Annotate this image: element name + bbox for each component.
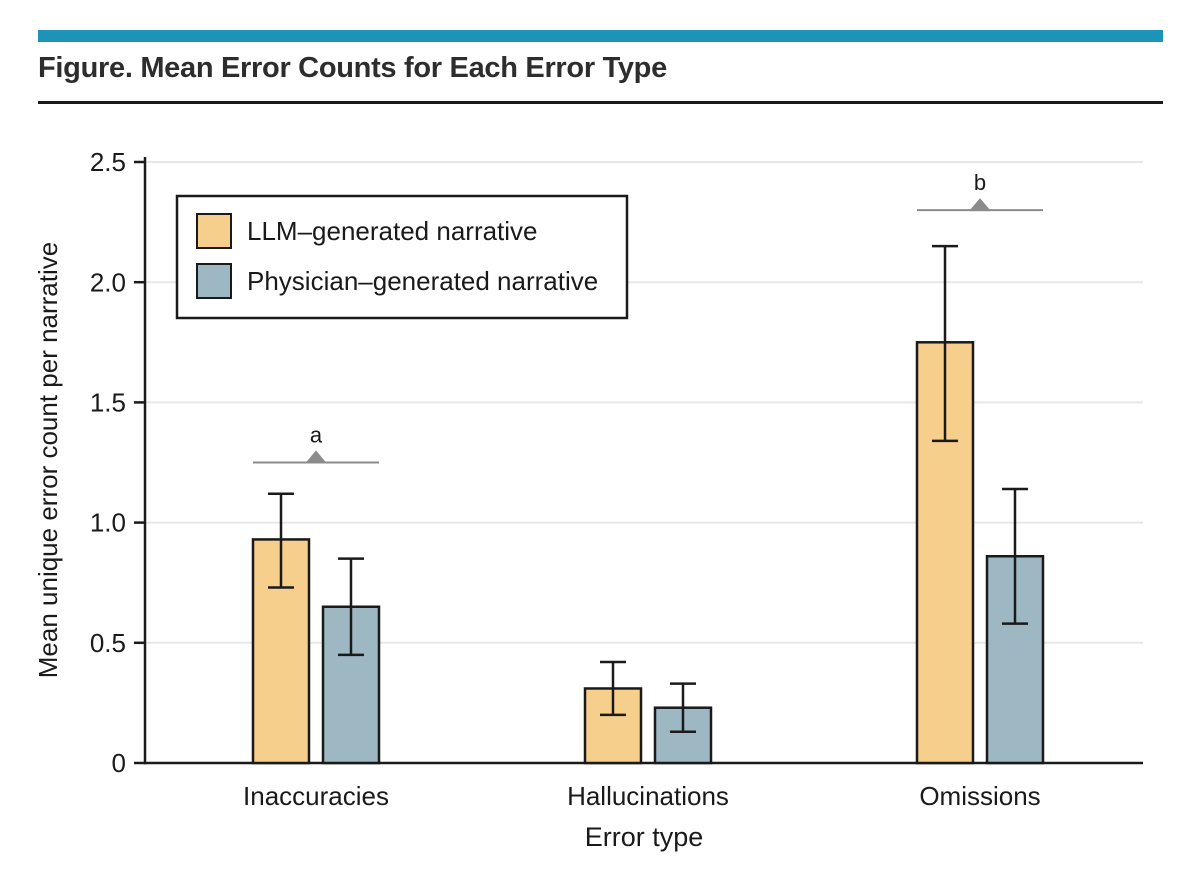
category-label-inaccuracies: Inaccuracies [243, 781, 389, 811]
legend-swatch-physician-generated-narrative [196, 263, 232, 299]
accent-bar [38, 30, 1163, 42]
significance-b-label: b [974, 170, 986, 195]
legend-label-llm-generated-narrative: LLM–generated narrative [247, 216, 538, 246]
x-axis-title: Error type [585, 822, 704, 852]
y-tick-label-2-0: 2.0 [90, 267, 126, 297]
y-tick-label-1-5: 1.5 [90, 388, 126, 418]
legend-box [175, 194, 629, 320]
y-axis-title: Mean unique error count per narrative [33, 242, 63, 678]
significance-a-label: a [310, 423, 323, 448]
y-tick-label-0-5: 0.5 [90, 628, 126, 658]
y-tick-label-2-5: 2.5 [90, 147, 126, 177]
legend-swatch-llm-generated-narrative [196, 213, 232, 249]
category-label-omissions: Omissions [919, 781, 1040, 811]
legend-label-physician-generated-narrative: Physician–generated narrative [247, 266, 598, 296]
category-label-hallucinations: Hallucinations [567, 781, 729, 811]
figure-title: Figure. Mean Error Counts for Each Error… [38, 52, 667, 84]
title-rule [38, 101, 1163, 104]
significance-a-triangle-icon [305, 450, 327, 464]
significance-b-triangle-icon [969, 198, 991, 212]
y-tick-label-0: 0 [112, 748, 126, 778]
y-tick-label-1-0: 1.0 [90, 508, 126, 538]
